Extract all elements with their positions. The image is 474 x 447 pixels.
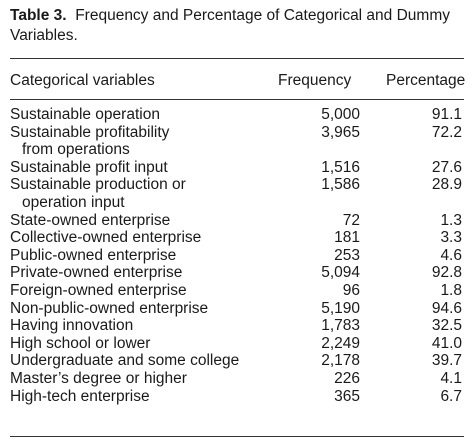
row-percentage: 1.8	[440, 281, 462, 299]
row-variable-line1: Sustainable profit input	[10, 158, 168, 176]
row-variable: Non-public-owned enterprise	[10, 300, 270, 318]
row-variable-line1: Having innovation	[10, 317, 134, 335]
row-variable-line1: Public-owned enterprise	[10, 246, 177, 264]
row-frequency: 3,965	[321, 123, 360, 141]
header-percentage: Percentage	[386, 72, 466, 89]
row-percentage: 32.5	[431, 317, 462, 335]
row-variable: Sustainable profit input	[10, 159, 270, 177]
table-row: Sustainable production or operation input…	[10, 176, 464, 211]
header-rule	[10, 99, 464, 100]
row-variable: Sustainable operation	[10, 106, 270, 124]
row-variable-line2: operation input	[22, 193, 125, 211]
table-header: Categorical variables Frequency Percenta…	[10, 72, 466, 92]
table-row: State-owned enterprise 72 1.3	[10, 212, 464, 230]
table-row: Foreign-owned enterprise 96 1.8	[10, 282, 464, 300]
row-variable-line1: Sustainable profitability	[10, 123, 170, 141]
row-variable-line1: Private-owned enterprise	[10, 264, 183, 282]
row-frequency: 2,178	[321, 352, 360, 370]
row-frequency: 226	[334, 369, 360, 387]
row-variable-line1: Sustainable production or	[10, 176, 186, 194]
row-frequency: 5,094	[321, 264, 360, 282]
row-variable: Master’s degree or higher	[10, 370, 270, 388]
table-row: Sustainable profit input 1,516 27.6	[10, 159, 464, 177]
row-variable: Sustainable profitability from operations	[10, 124, 270, 159]
row-frequency: 2,249	[321, 334, 360, 352]
table-label: Table 3.	[10, 7, 67, 24]
row-variable: High school or lower	[10, 335, 270, 353]
row-frequency: 72	[342, 211, 360, 229]
table-row: Undergraduate and some college 2,178 39.7	[10, 352, 464, 370]
row-frequency: 96	[342, 281, 360, 299]
row-variable: Collective-owned enterprise	[10, 229, 270, 247]
table-body: Sustainable operation 5,000 91.1 Sustainabl…	[10, 106, 464, 405]
row-variable-line1: Non-public-owned enterprise	[10, 299, 209, 317]
row-variable: Undergraduate and some college	[10, 352, 270, 370]
table-title: Frequency and Percentage of Categorical …	[10, 7, 450, 44]
row-percentage: 41.0	[431, 334, 462, 352]
row-variable: Sustainable production or operation input	[10, 176, 270, 211]
row-percentage: 3.3	[440, 229, 462, 247]
row-variable: Foreign-owned enterprise	[10, 282, 270, 300]
row-variable: High-tech enterprise	[10, 388, 270, 406]
row-variable: Public-owned enterprise	[10, 247, 270, 265]
row-variable-line1: Sustainable operation	[10, 106, 160, 123]
table-row: Sustainable operation 5,000 91.1	[10, 106, 464, 124]
table-row: Collective-owned enterprise 181 3.3	[10, 229, 464, 247]
row-frequency: 1,586	[321, 176, 360, 194]
row-frequency: 1,783	[321, 317, 360, 335]
row-variable: State-owned enterprise	[10, 212, 270, 230]
row-variable-line1: High-tech enterprise	[10, 387, 150, 405]
row-frequency: 365	[334, 387, 360, 405]
table-row: Non-public-owned enterprise 5,190 94.6	[10, 300, 464, 318]
row-percentage: 28.9	[431, 176, 462, 194]
row-variable-line1: State-owned enterprise	[10, 211, 171, 229]
row-frequency: 5,190	[321, 299, 360, 317]
row-percentage: 27.6	[431, 158, 462, 176]
row-variable-line1: Master’s degree or higher	[10, 369, 187, 387]
table-caption: Table 3. Frequency and Percentage of Cat…	[10, 6, 465, 46]
row-variable-line1: High school or lower	[10, 334, 151, 352]
row-percentage: 94.6	[431, 299, 462, 317]
row-percentage: 4.6	[440, 246, 462, 264]
row-frequency: 1,516	[321, 158, 360, 176]
row-variable-line1: Foreign-owned enterprise	[10, 281, 187, 299]
row-percentage: 1.3	[440, 211, 462, 229]
row-percentage: 39.7	[431, 352, 462, 370]
row-variable-line1: Undergraduate and some college	[10, 352, 240, 370]
table-row: Public-owned enterprise 253 4.6	[10, 247, 464, 265]
row-percentage: 92.8	[431, 264, 462, 282]
row-variable-line2: from operations	[22, 141, 130, 159]
header-variable: Categorical variables	[10, 72, 155, 89]
table-row: Master’s degree or higher 226 4.1	[10, 370, 464, 388]
table-row: Sustainable profitability from operations…	[10, 124, 464, 159]
row-variable-line1: Collective-owned enterprise	[10, 229, 202, 247]
table-row: Private-owned enterprise 5,094 92.8	[10, 264, 464, 282]
row-frequency: 253	[334, 246, 360, 264]
row-percentage: 91.1	[431, 106, 462, 123]
table-row: High-tech enterprise 365 6.7	[10, 388, 464, 406]
row-frequency: 181	[334, 229, 360, 247]
row-variable: Private-owned enterprise	[10, 264, 270, 282]
row-percentage: 6.7	[440, 387, 462, 405]
table-row: Having innovation 1,783 32.5	[10, 317, 464, 335]
bottom-rule	[10, 436, 464, 437]
top-rule	[10, 58, 464, 59]
row-variable: Having innovation	[10, 317, 270, 335]
row-frequency: 5,000	[321, 106, 360, 123]
row-percentage: 72.2	[431, 123, 462, 141]
row-percentage: 4.1	[440, 369, 462, 387]
header-frequency: Frequency	[278, 72, 352, 89]
table-row: High school or lower 2,249 41.0	[10, 335, 464, 353]
